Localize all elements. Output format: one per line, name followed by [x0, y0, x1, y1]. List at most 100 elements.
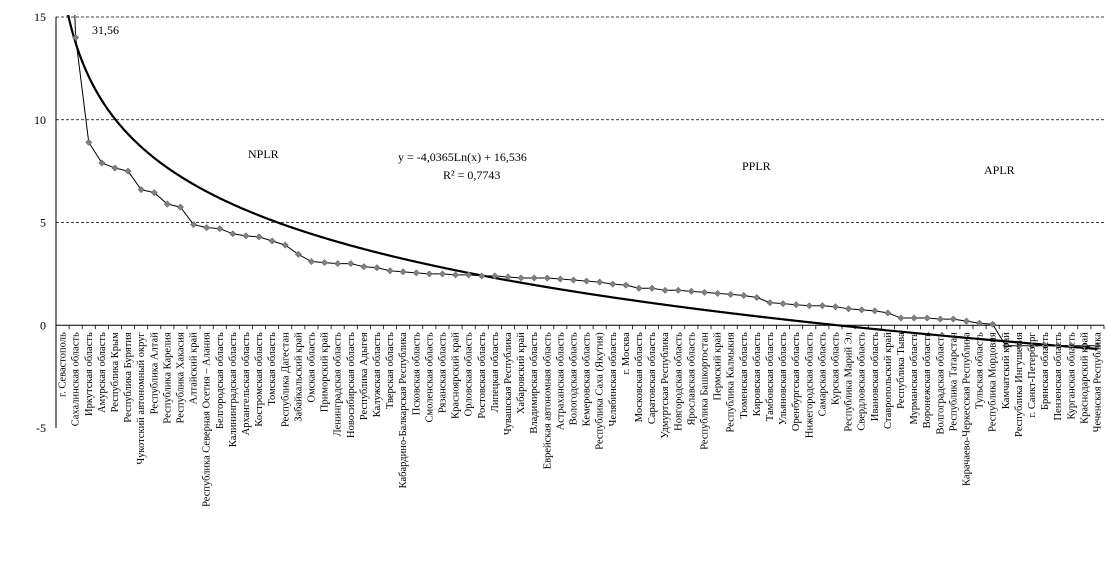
category-label: Астраханская область: [555, 332, 566, 430]
data-point: [713, 289, 722, 297]
category-label: Краснодарский край: [1079, 332, 1090, 424]
category-label: Смоленская область: [424, 332, 435, 422]
data-point: [792, 301, 800, 309]
data-point: [1002, 342, 1010, 350]
data-point: [1028, 342, 1036, 350]
y-tick-labels: -5 0 5 10 15: [34, 10, 46, 435]
category-label: Ставропольский край: [883, 332, 894, 429]
category-label: Республика Мордовия: [988, 332, 999, 432]
data-point: [543, 274, 551, 282]
data-point: [805, 302, 813, 310]
category-label: Республика Бурятия: [123, 332, 134, 422]
category-label: Кемеровская область: [582, 332, 593, 426]
data-point: [962, 317, 971, 325]
category-label: Владимирская область: [529, 332, 540, 434]
category-label: Курганская область: [1066, 332, 1077, 419]
category-label: Московская область: [634, 332, 645, 422]
category-label: Курская область: [830, 332, 841, 405]
y-tick-label: 0: [40, 318, 46, 332]
category-label: Челябинская область: [608, 332, 619, 426]
category-label: Пермский край: [713, 332, 724, 401]
category-label: Алтайский край: [189, 332, 200, 404]
category-label: Карачаево-Черкесская Республика: [961, 332, 972, 486]
category-label: Республика Калмыкия: [726, 332, 737, 432]
data-point: [478, 272, 486, 280]
category-label: Нижегородская область: [804, 332, 815, 438]
axes: [55, 17, 1105, 428]
data-point: [687, 287, 695, 295]
data-point: [1015, 342, 1023, 350]
data-point: [451, 271, 460, 279]
data-point: [753, 293, 761, 302]
zone-label-nplr: NPLR: [248, 147, 279, 161]
data-point: [320, 259, 329, 267]
data-point: [766, 299, 774, 307]
data-point: [923, 314, 931, 322]
data-point: [569, 276, 578, 284]
data-point: [975, 319, 984, 327]
data-point: [163, 200, 171, 208]
category-label: Республика Алтай: [149, 332, 160, 414]
category-label: Амурская область: [97, 332, 108, 413]
y-tick-label: 5: [40, 216, 46, 230]
category-label: Республика Ингушетия: [1014, 332, 1025, 437]
data-point: [111, 164, 119, 172]
category-label: Тульская область: [975, 332, 986, 409]
data-point: [176, 203, 185, 211]
data-point: [124, 167, 132, 175]
data-point: [596, 278, 604, 286]
category-label: Томская область: [267, 332, 278, 406]
data-point: [1067, 342, 1075, 350]
gridlines: [56, 16, 1104, 223]
data-point: [189, 221, 198, 229]
category-label: Чукотский автономный округ: [136, 332, 147, 465]
data-point: [517, 274, 525, 282]
zone-label-aplr: APLR: [984, 163, 1015, 177]
category-label: Пензенская область: [1053, 332, 1064, 420]
data-point: [1080, 342, 1088, 350]
data-point: [1093, 342, 1102, 350]
data-point: [242, 232, 250, 240]
category-label: Приморский край: [320, 332, 331, 412]
category-label: Новосибирская область: [346, 332, 357, 438]
category-label: Ульяновская область: [778, 332, 789, 425]
data-point: [72, 33, 80, 42]
category-label: Архангельская область: [241, 332, 252, 435]
data-point: [150, 189, 158, 197]
category-label: Сахалинская область: [71, 332, 82, 426]
category-label: Ивановская область: [870, 332, 881, 421]
category-label: Республика Карелия: [162, 332, 173, 423]
data-point: [229, 230, 237, 238]
data-point: [255, 233, 263, 241]
data-point: [399, 268, 407, 276]
data-point: [936, 315, 944, 323]
data-point: [203, 224, 211, 232]
category-label: Калининградская область: [228, 332, 239, 447]
data-point: [137, 186, 145, 194]
data-point: [582, 277, 591, 285]
data-point: [412, 269, 420, 277]
data-point: [294, 250, 302, 258]
data-point: [530, 274, 538, 282]
category-label: Забайкальский край: [293, 332, 304, 422]
category-label: Республика Крым: [110, 332, 121, 412]
category-label: Омская область: [306, 332, 317, 402]
data-point: [949, 315, 957, 323]
data-point: [360, 263, 368, 271]
category-label: Калужская область: [372, 332, 383, 417]
category-label: Свердловская область: [857, 332, 868, 431]
category-label: Республика Хакасия: [175, 332, 186, 423]
category-label: Камчатский край: [1001, 332, 1012, 409]
data-point: [648, 284, 656, 292]
trendline: [67, 15, 1098, 351]
category-label: Волгоградская область: [935, 332, 946, 434]
data-point: [700, 288, 709, 296]
category-label: Тамбовская область: [765, 332, 776, 421]
category-label: г. Санкт-Петербург: [1027, 332, 1038, 418]
data-point: [465, 271, 473, 279]
category-label: Республика Дагестан: [280, 332, 291, 427]
category-label: Псковская область: [411, 332, 422, 415]
category-label: г. Севастополь: [58, 332, 69, 397]
category-label: Самарская область: [817, 332, 828, 416]
category-label: Кировская область: [752, 332, 763, 416]
